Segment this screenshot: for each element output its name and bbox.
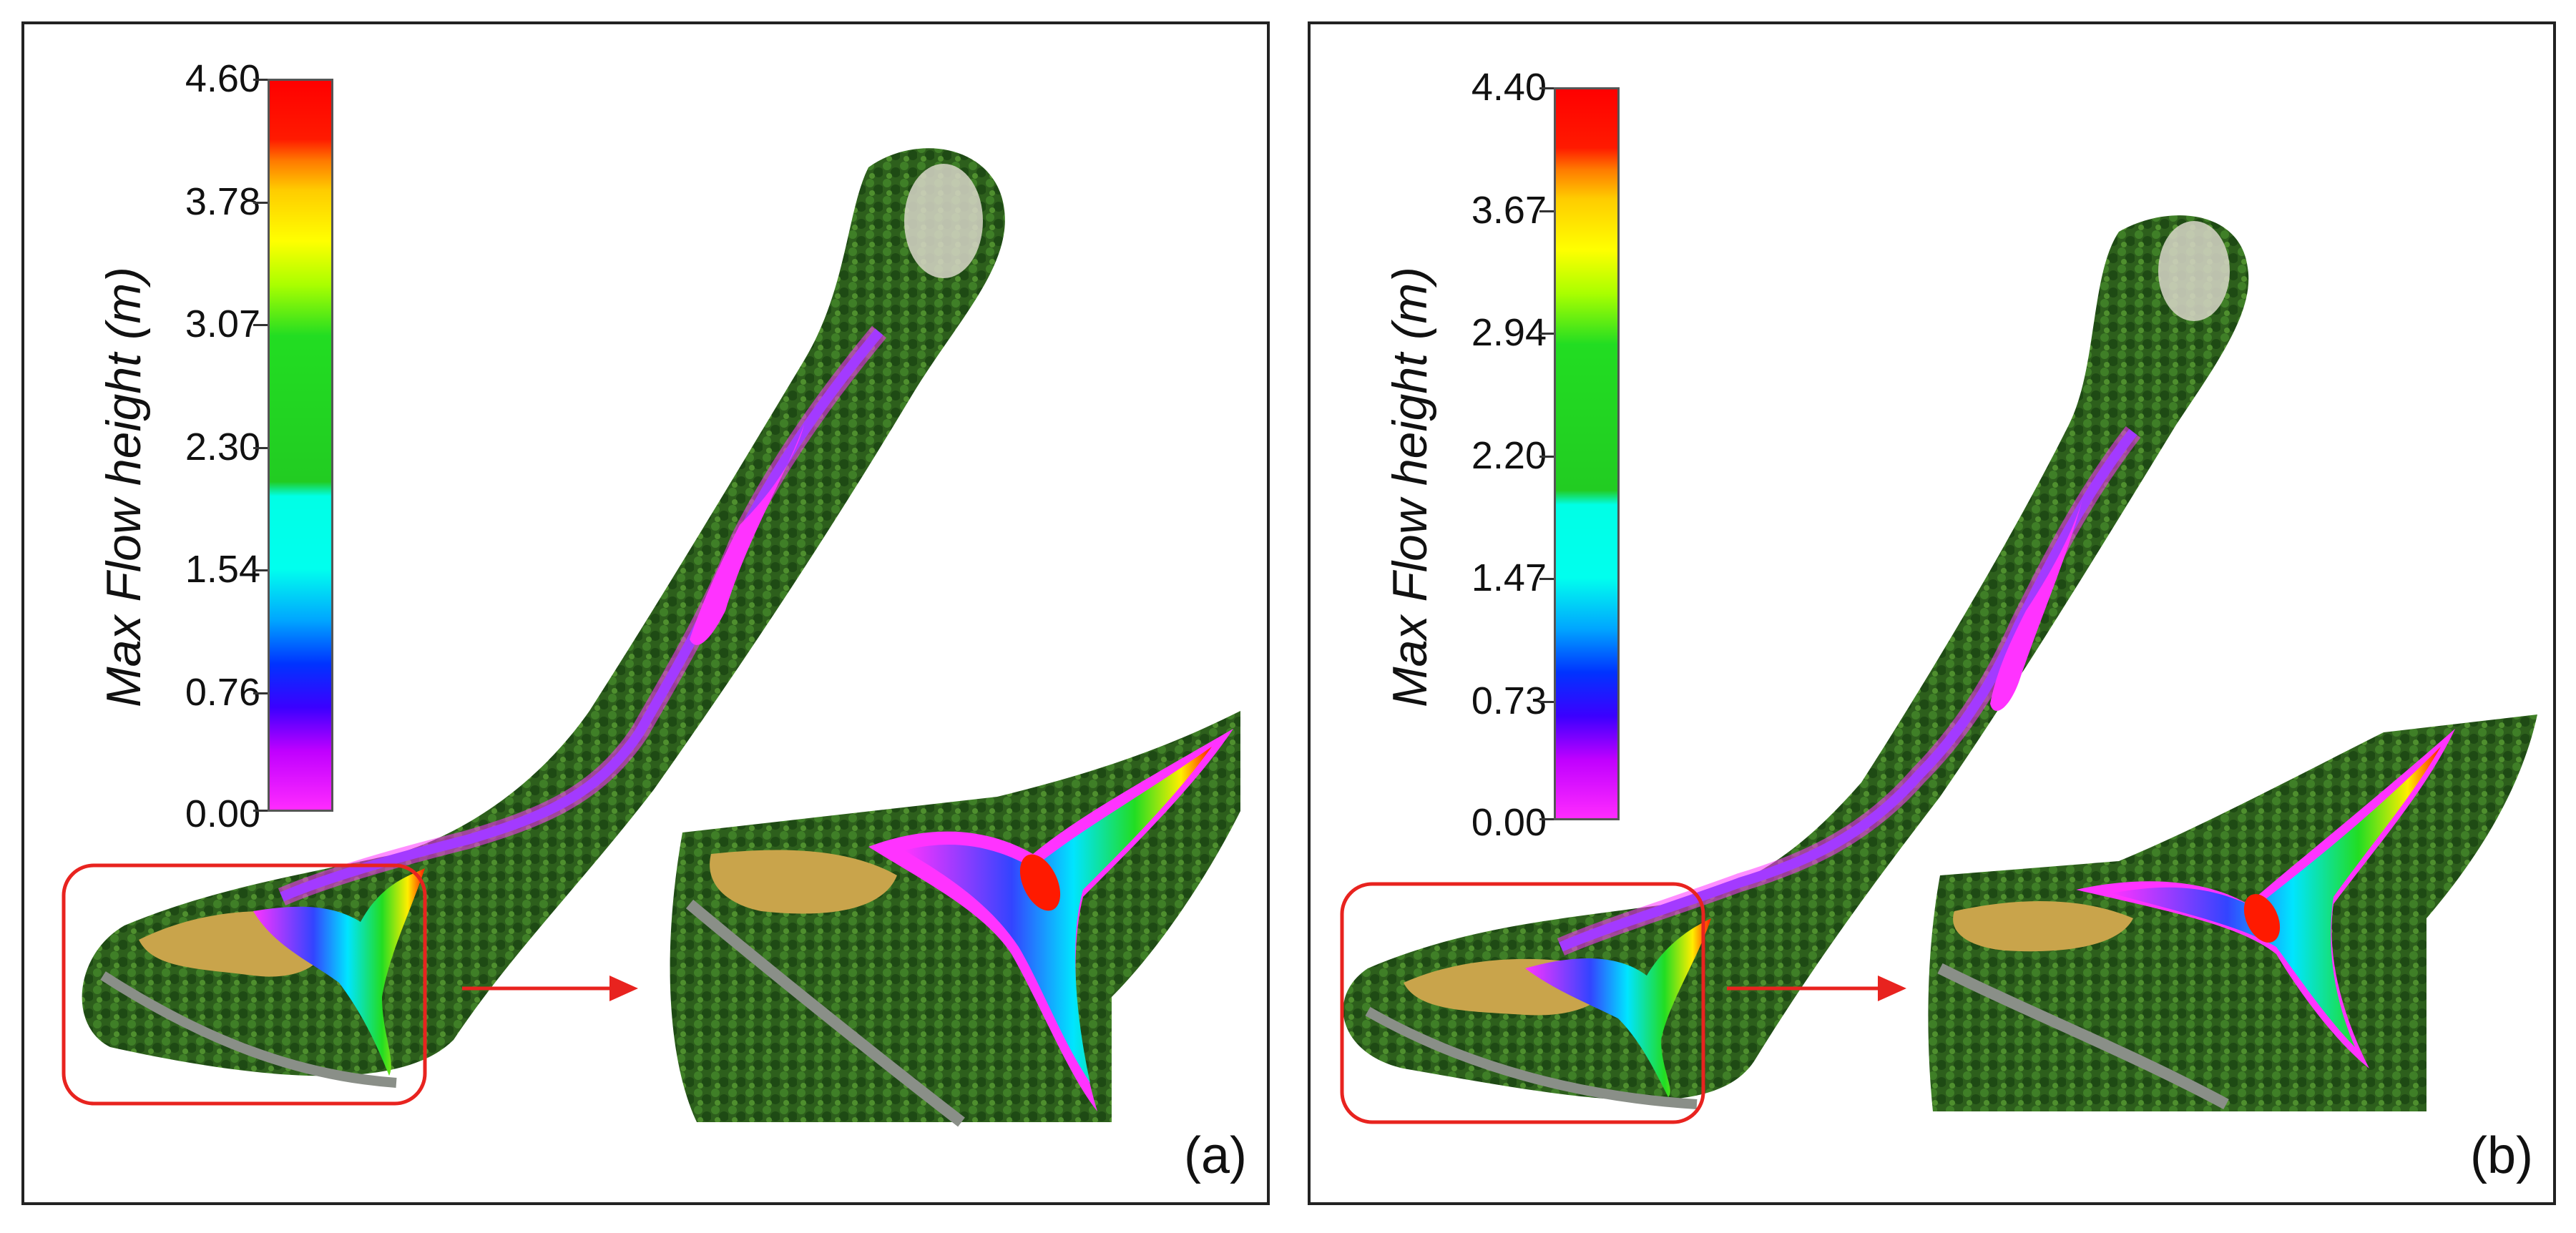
zoom-arrow-head xyxy=(609,976,638,1001)
road xyxy=(1365,1006,1698,1109)
terrain-map xyxy=(62,148,1240,1127)
colorbar-tick: 0.00 xyxy=(185,792,260,835)
release-area xyxy=(904,164,983,278)
zoom-arrow-head xyxy=(1878,976,1906,1001)
panel-label: (a) xyxy=(1184,1127,1247,1184)
colorbar-tick: 0.73 xyxy=(1471,679,1547,722)
colorbar-tick: 2.20 xyxy=(1471,434,1547,477)
terrain-corridor xyxy=(1343,215,2249,1101)
colorbar-title: Max Flow height (m) xyxy=(97,267,151,707)
panel-a: 4.60 3.78 3.07 2.30 1.54 0.76 0.00 Max F… xyxy=(21,21,1270,1205)
flow-bulge xyxy=(690,425,804,645)
release-area xyxy=(2158,221,2230,321)
panel-label: (b) xyxy=(2470,1127,2533,1184)
colorbar-tick: 3.67 xyxy=(1471,189,1547,232)
colorbar-tick: 2.30 xyxy=(185,426,260,468)
tick-mark xyxy=(253,324,268,326)
inset-zoom xyxy=(1928,714,2537,1111)
deposition-fan xyxy=(253,868,425,1076)
terrain-map xyxy=(1340,215,2537,1124)
tick-mark xyxy=(253,79,268,81)
panel-b: 4.40 3.67 2.94 2.20 1.47 0.73 0.00 Max F… xyxy=(1308,21,2556,1205)
tick-mark xyxy=(253,692,268,694)
road xyxy=(100,971,397,1088)
colorbar-tick: 4.60 xyxy=(185,57,260,100)
tick-mark xyxy=(1539,87,1554,89)
deposition-fan xyxy=(1525,918,1711,1097)
tick-mark xyxy=(1539,210,1554,212)
tick-mark xyxy=(253,810,268,812)
colorbar-tick: 3.07 xyxy=(185,303,260,345)
tick-mark xyxy=(253,447,268,449)
tick-mark xyxy=(1539,818,1554,820)
colorbar-tick: 1.47 xyxy=(1471,556,1547,599)
tick-mark xyxy=(253,202,268,204)
colorbar-tick: 1.54 xyxy=(185,548,260,591)
tick-mark xyxy=(1539,701,1554,703)
tick-mark xyxy=(1539,456,1554,458)
colorbar xyxy=(268,79,333,812)
tick-mark xyxy=(1539,578,1554,580)
highlight-box xyxy=(62,863,427,1106)
colorbar-tick: 3.78 xyxy=(185,180,260,223)
colorbar-tick: 4.40 xyxy=(1471,66,1547,109)
colorbar xyxy=(1554,87,1620,820)
colorbar-tick: 2.94 xyxy=(1471,311,1547,354)
flow-bulge xyxy=(1990,496,2083,711)
colorbar-title: Max Flow height (m) xyxy=(1383,267,1437,707)
colorbar-tick: 0.00 xyxy=(1471,801,1547,844)
colorbar-tick: 0.76 xyxy=(185,671,260,714)
inset-zoom xyxy=(670,711,1240,1127)
tick-mark xyxy=(253,569,268,571)
tick-mark xyxy=(1539,333,1554,335)
highlight-box xyxy=(1340,882,1705,1124)
